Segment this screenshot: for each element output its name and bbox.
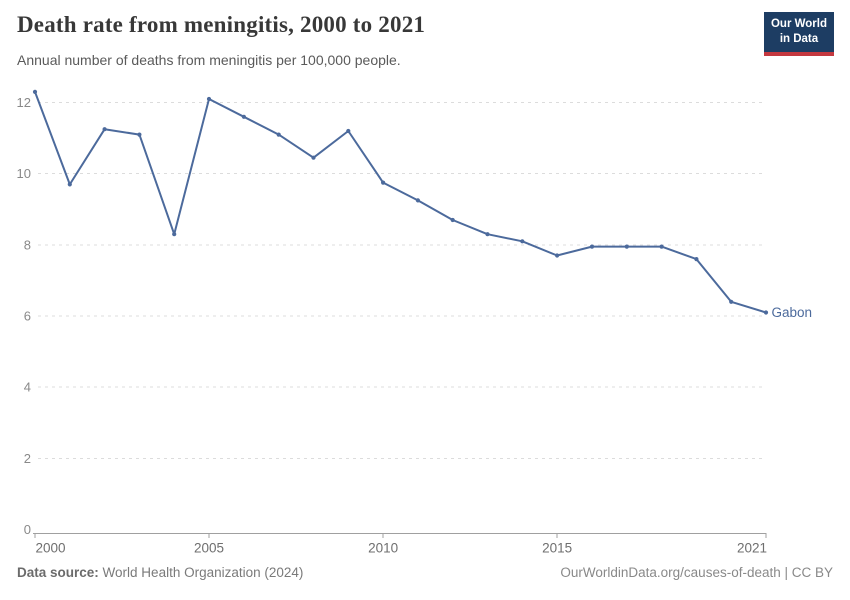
y-tick-label: 6 [24,309,31,324]
line-chart[interactable]: 0 2 4 6 8 10 12 2000 2005 2010 2015 2021 Gabon [0,0,850,560]
data-point[interactable] [555,253,560,258]
x-tick-label: 2010 [368,541,398,556]
x-tick-label: 2021 [737,541,767,556]
data-point[interactable] [763,310,769,315]
credit-link[interactable]: OurWorldinData.org/causes-of-death | CC … [560,565,833,580]
data-point[interactable] [67,182,72,187]
data-source: Data source: World Health Organization (… [17,565,303,580]
data-source-label: Data source: [17,565,99,580]
owid-logo-line2: in Data [779,32,819,45]
y-tick-label: 0 [24,522,31,537]
data-point[interactable] [589,244,595,249]
data-point[interactable] [102,127,107,132]
data-point[interactable] [206,96,212,102]
data-point[interactable] [659,244,664,249]
owid-logo: Our World in Data [763,12,834,56]
series-line[interactable] [34,90,767,314]
data-point[interactable] [520,239,525,244]
data-point[interactable] [137,132,142,137]
y-tick-label: 2 [24,451,31,466]
y-tick-label: 4 [24,380,31,395]
data-point[interactable] [694,257,699,262]
x-tick-label: 2000 [36,541,66,556]
page-title: Death rate from meningitis, 2000 to 2021 [17,12,426,37]
data-point[interactable] [346,128,351,134]
chart-footer: Data source: World Health Organization (… [17,565,833,580]
x-tick-label: 2015 [542,541,572,556]
data-point[interactable] [276,132,281,137]
data-point[interactable] [729,299,734,304]
data-point[interactable] [450,217,455,223]
data-point[interactable] [311,155,316,160]
data-point[interactable] [485,232,490,237]
data-point[interactable] [172,232,177,237]
entity-label[interactable]: Gabon [772,305,813,320]
y-tick-label: 8 [24,237,31,252]
data-point[interactable] [381,180,386,185]
data-point[interactable] [32,89,38,94]
data-source-text: World Health Organization (2024) [102,565,304,580]
data-point[interactable] [241,114,246,119]
x-tick-label: 2005 [194,541,224,556]
data-point[interactable] [415,198,420,203]
y-tick-label: 12 [17,95,31,110]
chart-subtitle: Annual number of deaths from meningitis … [17,52,401,68]
owid-logo-line1: Our World [770,18,827,30]
y-tick-label: 10 [17,166,31,181]
data-point[interactable] [624,244,629,249]
